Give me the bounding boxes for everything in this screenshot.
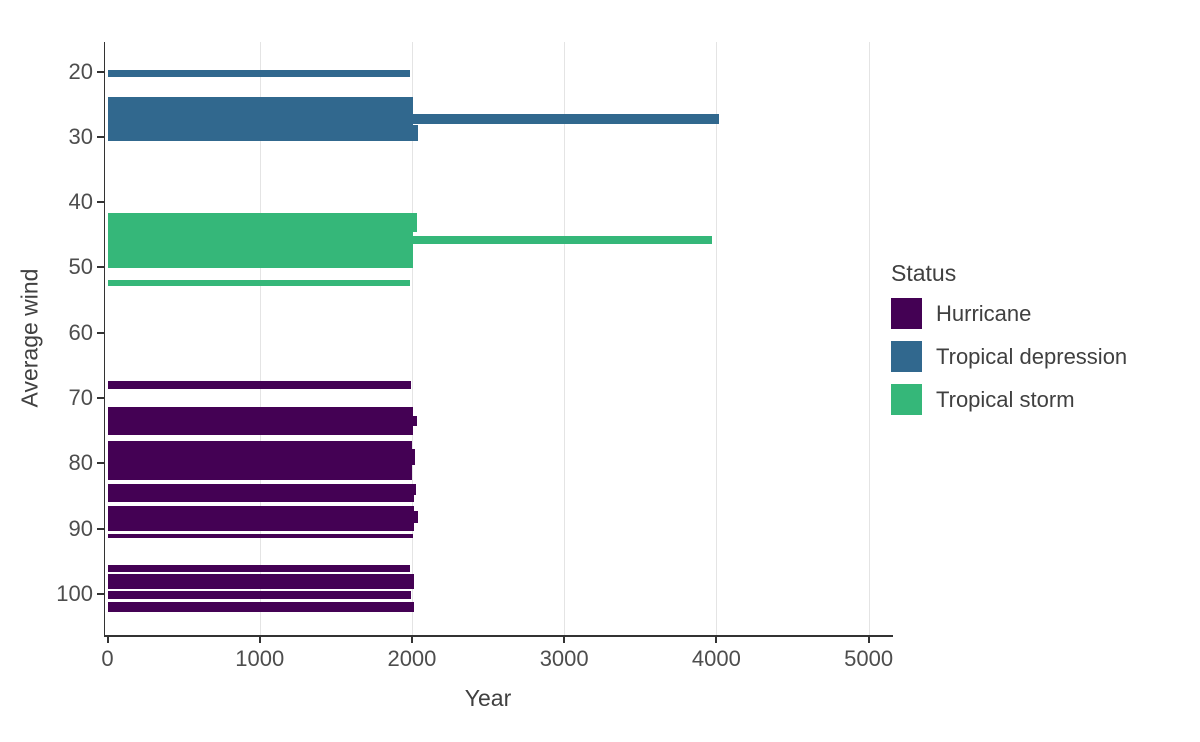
legend-swatch-icon [891,341,922,372]
bar-tropical-storm [107,279,411,287]
y-tick-label-90: 90 [68,515,93,541]
y-tick-label-70: 70 [68,385,93,411]
bar-tropical-depression [107,113,720,125]
legend-label: Tropical depression [936,343,1128,369]
bar-hurricane [107,565,410,572]
bar-hurricane [107,574,414,589]
gridline-x-1000 [259,42,261,635]
y-tick-mark-40 [97,201,104,204]
legend-title: Status [891,260,957,286]
y-tick-label-30: 30 [68,123,93,149]
y-tick-mark-80 [97,462,104,465]
x-tick-label-3000: 3000 [539,646,589,671]
y-tick-label-40: 40 [68,189,93,215]
legend-row-hurricane: Hurricane [891,298,1127,329]
x-tick-label-2000: 2000 [387,646,437,671]
legend-label: Tropical storm [936,386,1075,412]
x-axis-title: Year [464,685,512,711]
bar-hurricane [107,533,413,539]
y-tick-mark-90 [97,527,104,530]
legend-rows: Hurricane Tropical depression Tropical sto… [891,298,1127,415]
y-tick-mark-60 [97,331,104,334]
y-tick-label-60: 60 [68,319,93,345]
y-tick-mark-50 [97,266,104,269]
y-tick-mark-20 [97,70,104,73]
bar-tropical-storm [107,236,712,244]
x-tick-mark-4000 [715,636,718,643]
bar-hurricane [107,602,415,612]
bar-hurricane [107,511,419,524]
x-tick-label-5000: 5000 [844,646,894,671]
bar-hurricane [107,448,415,465]
x-tick-label-0: 0 [101,646,114,671]
bar-tropical-depression [107,125,418,141]
x-tick-mark-2000 [410,636,413,643]
gridline-x-2000 [411,42,413,635]
gridline-x-5000 [868,42,870,635]
y-tick-label-50: 50 [68,254,93,280]
legend-row-tropical-storm: Tropical storm [891,384,1127,415]
legend-label: Hurricane [936,300,1032,326]
bar-hurricane [107,484,416,496]
x-axis-line [103,635,893,637]
y-axis-title: Average wind [16,268,43,408]
x-tick-label-4000: 4000 [691,646,741,671]
bar-hurricane [107,591,412,600]
y-axis-line [103,42,105,637]
legend: Status Hurricane Tropical depression Tropi… [891,262,1127,427]
y-tick-label-100: 100 [56,580,93,606]
legend-row-tropical-depression: Tropical depression [891,341,1127,372]
y-tick-mark-70 [97,397,104,400]
bar-hurricane [107,381,411,389]
x-tick-mark-0 [106,636,109,643]
legend-swatch-icon [891,384,922,415]
x-tick-mark-3000 [563,636,566,643]
x-tick-mark-1000 [258,636,261,643]
x-tick-label-1000: 1000 [235,646,285,671]
bar-tropical-depression [107,69,411,78]
y-tick-mark-100 [97,592,104,595]
y-tick-label-20: 20 [68,58,93,84]
y-tick-label-80: 80 [68,450,93,476]
gridline-x-3000 [564,42,566,635]
bar-tropical-storm [107,213,417,233]
y-tick-mark-30 [97,135,104,138]
gridline-x-4000 [716,42,718,635]
x-tick-mark-5000 [867,636,870,643]
legend-swatch-icon [891,298,922,329]
bar-hurricane [107,416,417,427]
